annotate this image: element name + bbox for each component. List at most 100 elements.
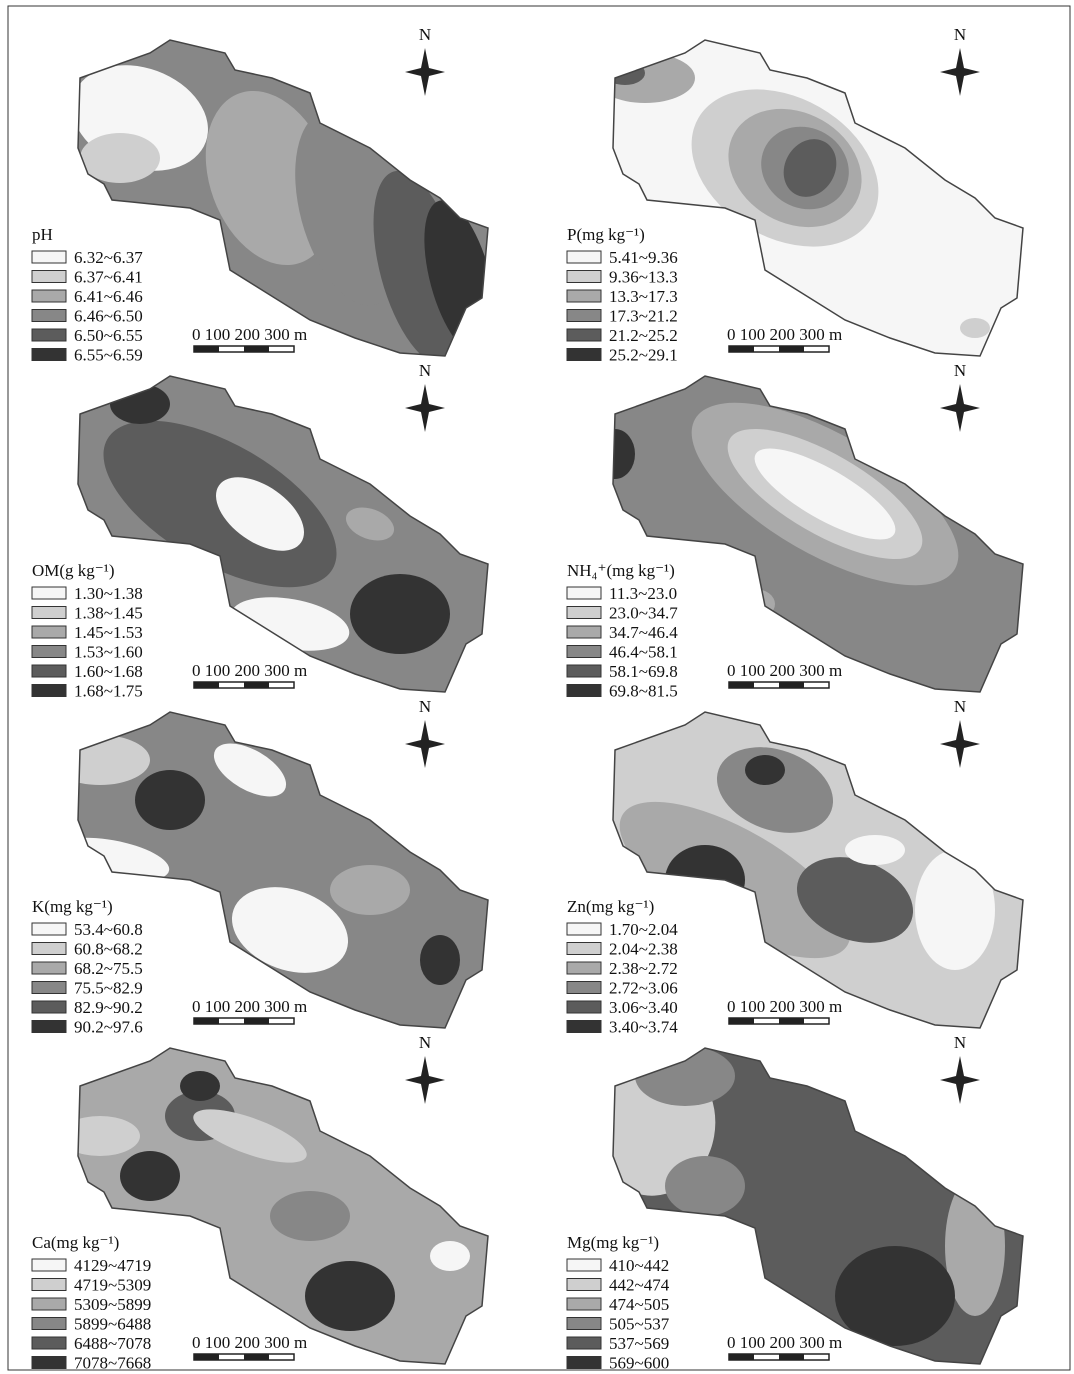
- legend-label: 21.2~25.2: [609, 326, 678, 345]
- scale-bar-segment: [779, 346, 804, 352]
- legend-label: 9.36~13.3: [609, 268, 678, 287]
- north-label: N: [419, 697, 431, 716]
- legend-swatch: [567, 1298, 601, 1310]
- legend-swatch: [567, 1337, 601, 1349]
- scale-bar-segment: [194, 346, 219, 352]
- legend-label: 17.3~21.2: [609, 307, 678, 326]
- legend-swatch: [567, 1021, 601, 1033]
- legend-swatch: [567, 646, 601, 658]
- map-panel: NP(mg kg⁻¹)5.41~9.369.36~13.313.3~17.317…: [555, 8, 1074, 368]
- north-label: N: [954, 361, 966, 380]
- legend-label: 90.2~97.6: [74, 1018, 143, 1037]
- legend-swatch: [32, 290, 66, 302]
- scale-bar-segment: [729, 682, 754, 688]
- zone: [845, 835, 905, 865]
- zone: [60, 1116, 140, 1156]
- north-label: N: [954, 1033, 966, 1052]
- legend-swatch: [567, 1001, 601, 1013]
- legend-swatch: [32, 607, 66, 619]
- legend-swatch: [32, 271, 66, 283]
- legend-label: 75.5~82.9: [74, 979, 143, 998]
- legend-swatch: [567, 1279, 601, 1291]
- legend-label: 13.3~17.3: [609, 287, 678, 306]
- zone: [120, 1151, 180, 1201]
- legend-title: pH: [32, 225, 53, 244]
- scale-label: 0 100 200 300 m: [727, 661, 842, 680]
- legend-label: 68.2~75.5: [74, 959, 143, 978]
- legend-label: 3.06~3.40: [609, 998, 678, 1017]
- legend-label: 1.70~2.04: [609, 920, 678, 939]
- scale-bar-segment: [244, 1018, 269, 1024]
- legend-swatch: [32, 665, 66, 677]
- legend-swatch: [32, 587, 66, 599]
- legend-label: 60.8~68.2: [74, 940, 143, 959]
- scale-bar-segment: [729, 1354, 754, 1360]
- legend-swatch: [567, 587, 601, 599]
- legend-swatch: [32, 349, 66, 361]
- legend-swatch: [32, 1279, 66, 1291]
- legend-swatch: [567, 1318, 601, 1330]
- legend-label: 1.38~1.45: [74, 604, 143, 623]
- legend-label: 2.04~2.38: [609, 940, 678, 959]
- legend-swatch: [32, 685, 66, 697]
- legend-title: K(mg kg⁻¹): [32, 897, 113, 916]
- legend-label: 537~569: [609, 1334, 669, 1353]
- compass: [405, 384, 445, 432]
- legend-label: 34.7~46.4: [609, 623, 678, 642]
- legend-title: OM(g kg⁻¹): [32, 561, 115, 580]
- scale-label: 0 100 200 300 m: [192, 661, 307, 680]
- map-panel: NOM(g kg⁻¹)1.30~1.381.38~1.451.45~1.531.…: [20, 344, 540, 704]
- zone: [665, 1156, 745, 1216]
- legend-swatch: [32, 943, 66, 955]
- legend-swatch: [32, 251, 66, 263]
- scale-bar-segment: [194, 1018, 219, 1024]
- map-panel: NCa(mg kg⁻¹)4129~47194719~53095309~58995…: [20, 1016, 540, 1374]
- legend-label: 23.0~34.7: [609, 604, 678, 623]
- legend-label: 2.38~2.72: [609, 959, 678, 978]
- legend-swatch: [32, 923, 66, 935]
- scale-label: 0 100 200 300 m: [727, 325, 842, 344]
- scale-label: 0 100 200 300 m: [192, 1333, 307, 1352]
- compass: [940, 720, 980, 768]
- zone: [305, 1261, 395, 1331]
- legend-swatch: [567, 349, 601, 361]
- legend-swatch: [567, 329, 601, 341]
- legend-label: 53.4~60.8: [74, 920, 143, 939]
- legend-swatch: [32, 1021, 66, 1033]
- map-panel: NpH6.32~6.376.37~6.416.41~6.466.46~6.506…: [20, 8, 540, 375]
- legend-swatch: [32, 1001, 66, 1013]
- legend-swatch: [567, 626, 601, 638]
- legend-swatch: [32, 1298, 66, 1310]
- legend-label: 6.41~6.46: [74, 287, 143, 306]
- legend-swatch: [567, 1357, 601, 1369]
- compass: [405, 720, 445, 768]
- compass: [940, 48, 980, 96]
- legend-label: 474~505: [609, 1295, 669, 1314]
- legend-label: 5309~5899: [74, 1295, 151, 1314]
- legend-swatch: [567, 923, 601, 935]
- scale-bar-segment: [244, 1354, 269, 1360]
- map-panel: NNH₄⁺(mg kg⁻¹)11.3~23.023.0~34.734.7~46.…: [555, 344, 1074, 704]
- legend-label: 410~442: [609, 1256, 669, 1275]
- legend-label: 4129~4719: [74, 1256, 151, 1275]
- zone: [270, 1191, 350, 1241]
- scale-label: 0 100 200 300 m: [727, 1333, 842, 1352]
- north-label: N: [419, 361, 431, 380]
- scale-bar-segment: [779, 682, 804, 688]
- legend-swatch: [32, 310, 66, 322]
- legend-swatch: [567, 962, 601, 974]
- north-label: N: [419, 25, 431, 44]
- legend-label: 6.55~6.59: [74, 346, 143, 365]
- legend-label: 6.46~6.50: [74, 307, 143, 326]
- zone: [735, 589, 775, 619]
- legend-label: 69.8~81.5: [609, 682, 678, 701]
- legend-swatch: [32, 646, 66, 658]
- map-panel: N K(mg kg⁻¹) 53.4~60.860.8~68.268.2~75.575…: [20, 680, 540, 1040]
- legend-swatch: [567, 982, 601, 994]
- legend-swatch: [567, 943, 601, 955]
- figure: NpH6.32~6.376.37~6.416.41~6.466.46~6.506…: [0, 0, 1074, 1374]
- zone: [605, 61, 645, 85]
- scale-label: 0 100 200 300 m: [192, 325, 307, 344]
- legend-label: 5899~6488: [74, 1315, 151, 1334]
- scale-bar-segment: [244, 346, 269, 352]
